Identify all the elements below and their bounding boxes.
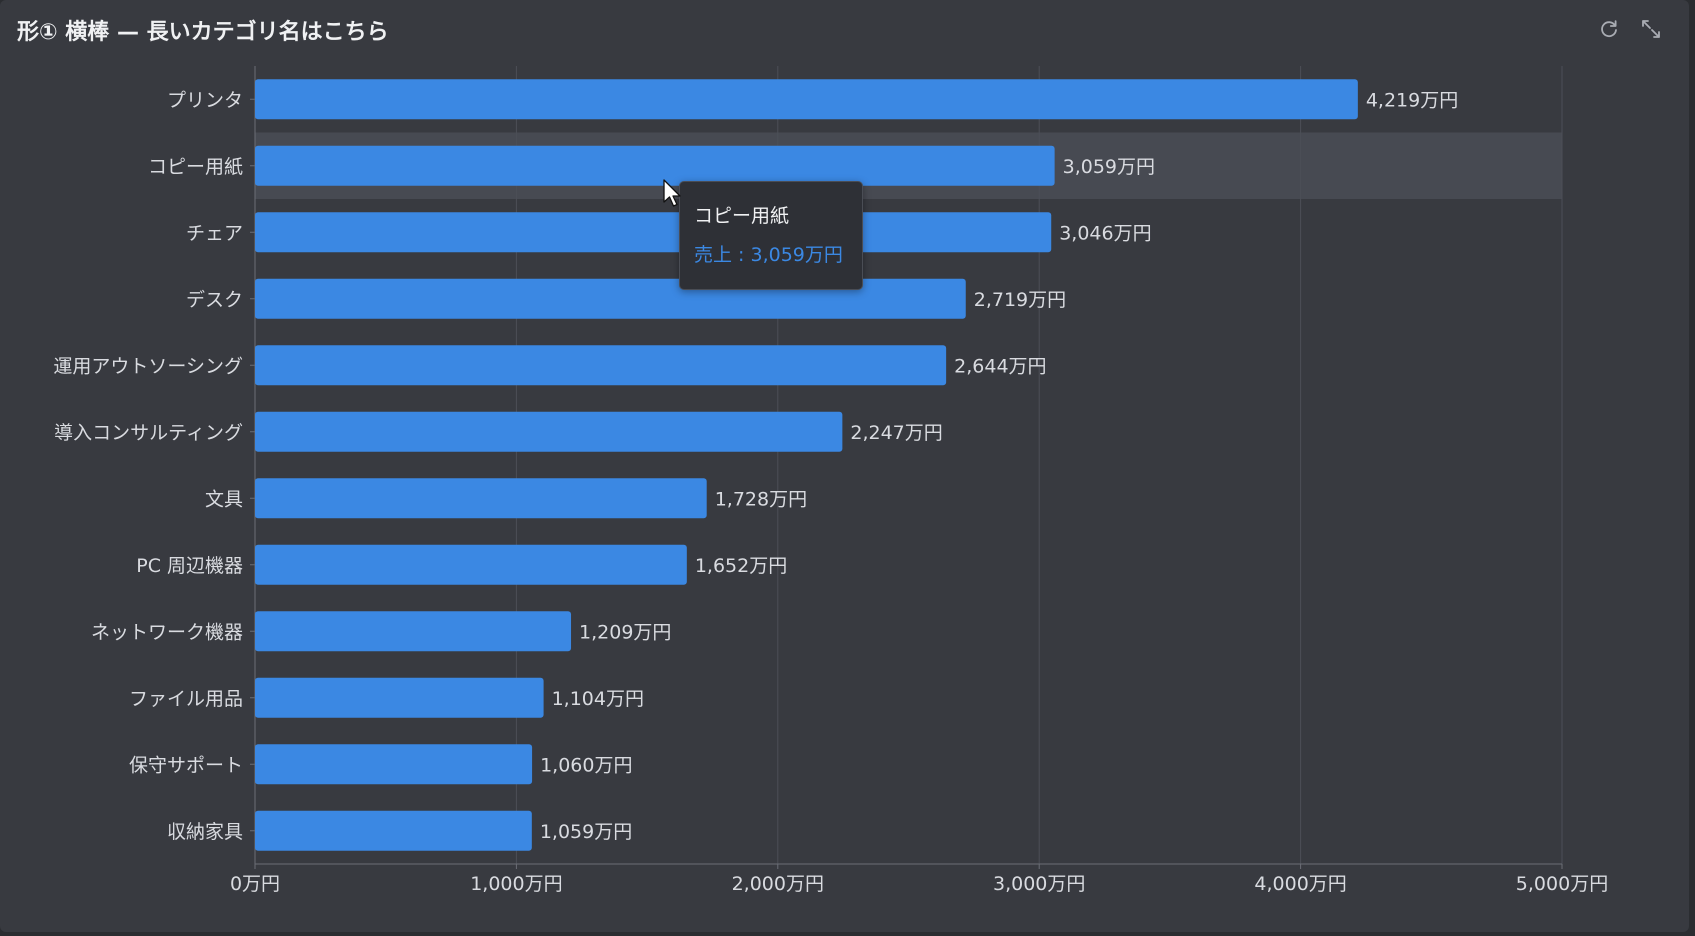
- category-label: 導入コンサルティング: [54, 422, 243, 444]
- x-tick-label: 3,000万円: [993, 873, 1085, 895]
- tooltip-value: 売上 : 3,059万円: [694, 244, 843, 266]
- category-label: チェア: [186, 222, 243, 244]
- fullscreen-button[interactable]: [1638, 16, 1664, 42]
- category-label: ファイル用品: [129, 688, 243, 710]
- x-tick-label: 1,000万円: [470, 873, 562, 895]
- data-label: 1,652万円: [695, 555, 787, 577]
- category-label: ネットワーク機器: [91, 621, 243, 643]
- bar: [255, 744, 533, 785]
- category-label: 運用アウトソーシング: [53, 355, 243, 377]
- data-label: 1,728万円: [715, 488, 807, 510]
- category-label: コピー用紙: [148, 156, 243, 178]
- data-label: 4,219万円: [1366, 89, 1458, 111]
- bar: [255, 212, 1052, 253]
- chart-title: 形① 横棒 — 長いカテゴリ名はこちら: [17, 20, 389, 45]
- data-label: 2,719万円: [974, 289, 1066, 311]
- refresh-button[interactable]: [1596, 16, 1622, 42]
- mouse-cursor-icon: [663, 179, 681, 207]
- refresh-icon: [1601, 20, 1617, 38]
- bar: [255, 611, 572, 652]
- x-tick-label: 2,000万円: [732, 873, 824, 895]
- data-label: 3,046万円: [1059, 222, 1151, 244]
- data-label: 2,644万円: [954, 355, 1046, 377]
- bar: [255, 145, 1055, 186]
- bar: [255, 79, 1358, 120]
- chart-tooltip: コピー用紙 売上 : 3,059万円: [679, 181, 863, 290]
- category-label: PC 周辺機器: [136, 555, 243, 577]
- bar: [255, 478, 707, 519]
- x-tick-label: 0万円: [230, 873, 280, 895]
- tooltip-category: コピー用紙: [694, 205, 790, 227]
- data-label: 2,247万円: [850, 422, 942, 444]
- data-label: 1,209万円: [579, 621, 671, 643]
- x-tick-label: 5,000万円: [1516, 873, 1608, 895]
- bar: [255, 411, 843, 452]
- category-label: 文具: [205, 488, 243, 510]
- data-label: 1,104万円: [552, 688, 644, 710]
- data-label: 3,059万円: [1063, 156, 1155, 178]
- data-label: 1,060万円: [540, 754, 632, 776]
- x-tick-label: 4,000万円: [1254, 873, 1346, 895]
- data-label: 1,059万円: [540, 821, 632, 843]
- bar: [255, 345, 947, 386]
- bar: [255, 810, 532, 851]
- bar: [255, 677, 544, 718]
- bar: [255, 544, 687, 585]
- category-label: 保守サポート: [129, 754, 243, 776]
- category-label: デスク: [186, 289, 243, 311]
- category-label: プリンタ: [167, 89, 243, 111]
- category-label: 収納家具: [167, 821, 243, 843]
- expand-icon: [1642, 20, 1660, 38]
